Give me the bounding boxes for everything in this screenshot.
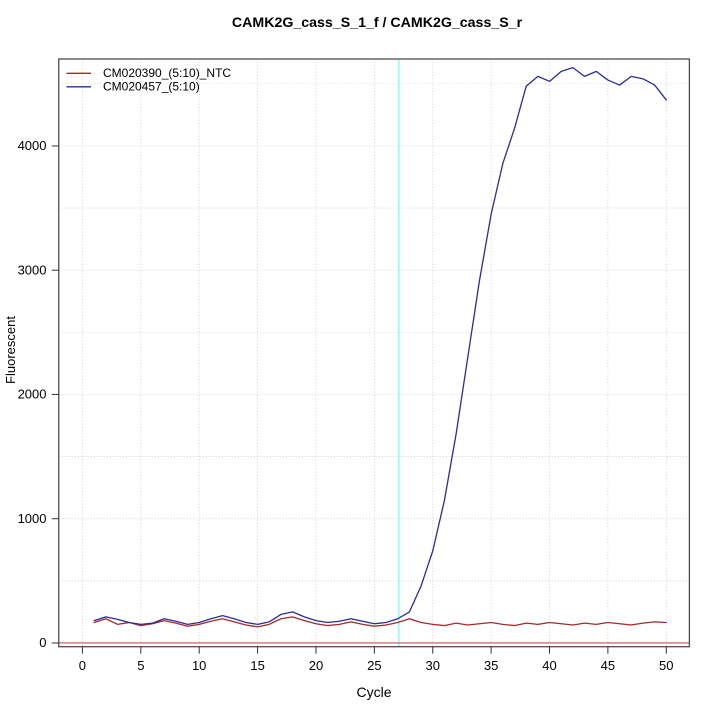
svg-text:CAMK2G_cass_S_1_f / CAMK2G_cas: CAMK2G_cass_S_1_f / CAMK2G_cass_S_r xyxy=(232,15,523,31)
svg-text:10: 10 xyxy=(192,658,206,673)
svg-text:2000: 2000 xyxy=(18,387,47,402)
svg-text:35: 35 xyxy=(484,658,498,673)
svg-text:0: 0 xyxy=(39,635,46,650)
svg-text:1000: 1000 xyxy=(18,511,47,526)
svg-text:40: 40 xyxy=(542,658,556,673)
svg-text:3000: 3000 xyxy=(18,262,47,277)
svg-text:25: 25 xyxy=(367,658,381,673)
svg-text:15: 15 xyxy=(250,658,264,673)
svg-text:CM020390_(5:10)_NTC: CM020390_(5:10)_NTC xyxy=(103,66,231,80)
svg-text:30: 30 xyxy=(426,658,440,673)
svg-text:Fluorescent: Fluorescent xyxy=(3,316,18,384)
svg-text:50: 50 xyxy=(659,658,673,673)
svg-text:45: 45 xyxy=(601,658,615,673)
svg-text:20: 20 xyxy=(309,658,323,673)
svg-text:0: 0 xyxy=(79,658,86,673)
svg-text:Cycle: Cycle xyxy=(356,684,391,700)
svg-text:5: 5 xyxy=(137,658,144,673)
svg-text:4000: 4000 xyxy=(18,138,47,153)
svg-text:CM020457_(5:10): CM020457_(5:10) xyxy=(103,80,200,94)
